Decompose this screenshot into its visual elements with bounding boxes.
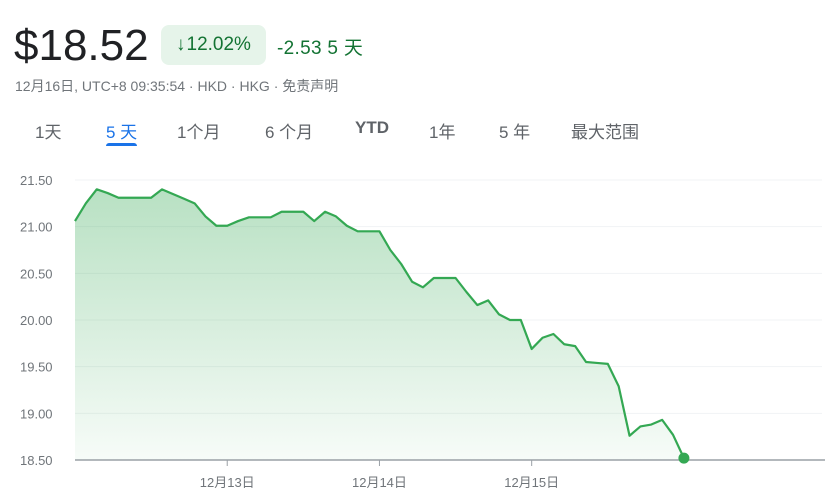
change-abs: -2.53 <box>277 38 322 59</box>
change-period: 5 天 <box>327 38 364 59</box>
x-tick-label: 12月15日 <box>504 475 559 490</box>
tab-6m[interactable]: 6 个月 <box>265 123 314 142</box>
change-percent-badge: ↓ 12.02% <box>161 25 266 65</box>
current-price: $18.52 <box>14 21 149 70</box>
y-tick-label: 18.50 <box>20 453 53 468</box>
y-tick-label: 21.00 <box>20 220 53 235</box>
quote-meta: 12月16日, UTC+8 09:35:54 · HKD · HKG · 免责声… <box>15 78 339 94</box>
y-tick-label: 21.50 <box>20 173 53 188</box>
change-percent: 12.02% <box>186 34 251 55</box>
tab-5y[interactable]: 5 年 <box>499 123 531 142</box>
tab-1y[interactable]: 1年 <box>429 123 456 142</box>
last-price-dot <box>678 452 690 464</box>
x-tick-label: 12月13日 <box>200 475 255 490</box>
y-tick-label: 20.00 <box>20 313 53 328</box>
arrow-down-icon: ↓ <box>176 34 186 55</box>
tab-5d[interactable]: 5 天 <box>106 118 138 146</box>
x-tick-label: 12月14日 <box>352 475 407 490</box>
tab-ytd[interactable]: YTD <box>355 118 389 137</box>
tab-1m[interactable]: 1个月 <box>177 123 221 142</box>
y-tick-label: 19.50 <box>20 360 53 375</box>
tab-1d[interactable]: 1天 <box>35 123 62 142</box>
price-area <box>75 189 684 461</box>
y-tick-label: 20.50 <box>20 266 53 281</box>
y-tick-label: 19.00 <box>20 406 53 421</box>
tab-max[interactable]: 最大范围 <box>571 123 639 142</box>
price-line <box>74 188 685 459</box>
change-amount: -2.53 5 天 <box>277 33 363 60</box>
